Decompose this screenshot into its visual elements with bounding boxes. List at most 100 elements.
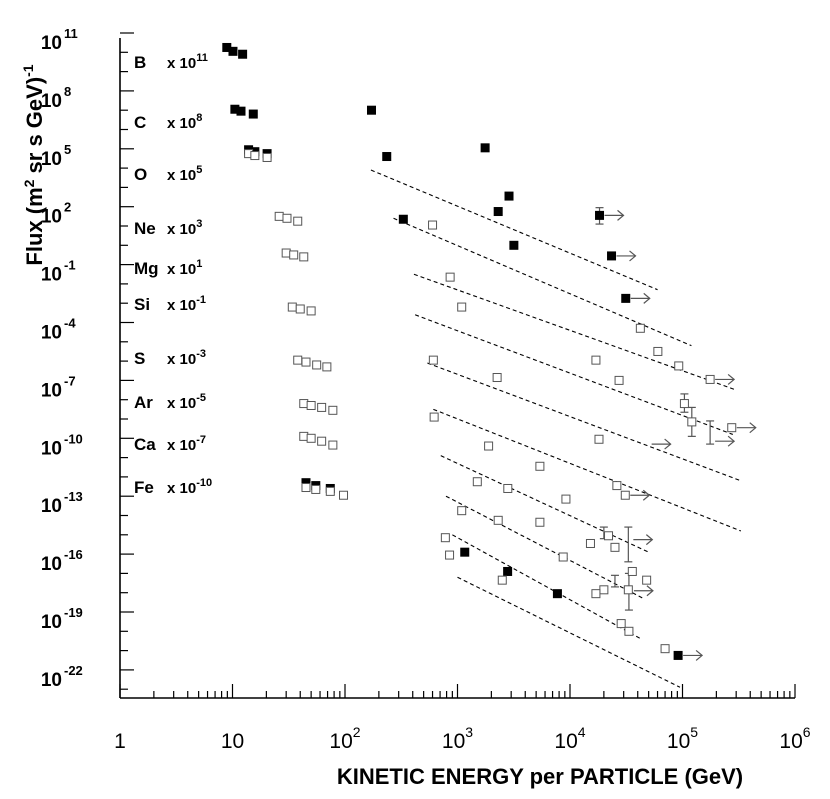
open-square-point — [687, 417, 697, 427]
y-tick-label: 10 — [41, 149, 62, 170]
filled-square-point — [493, 207, 503, 217]
filled-square-point — [621, 293, 631, 303]
species-scale: x 101 — [167, 258, 202, 278]
fit-line — [414, 314, 733, 435]
open-square-point — [293, 355, 303, 365]
open-square-point — [457, 506, 467, 516]
open-square-point — [311, 484, 321, 494]
species-name: O — [134, 165, 147, 184]
fit-line — [452, 534, 642, 640]
filled-square-point — [238, 49, 248, 59]
species-scale: x 10-1 — [167, 294, 206, 314]
filled-square-point — [248, 109, 258, 119]
y-tick-label: 10 — [41, 438, 62, 459]
y-tick-exponent: 2 — [64, 200, 71, 215]
open-square-point — [535, 461, 545, 471]
filled-square-point — [607, 251, 617, 261]
y-tick-label: 10 — [41, 207, 62, 228]
species-name: Ne — [134, 219, 156, 238]
filled-square-point — [382, 152, 392, 162]
x-axis-ticks: 1 10 102 103 104 105 106 — [114, 684, 811, 753]
filled-square-point — [236, 106, 246, 116]
open-square-point — [250, 151, 260, 161]
y-tick-exponent: 11 — [64, 26, 78, 41]
filled-square-point — [552, 589, 562, 599]
y-tick-label: 10 — [41, 33, 62, 54]
filled-square-point — [228, 46, 238, 56]
y-tick-label: 10 — [41, 670, 62, 691]
y-tick-exponent: -1 — [64, 258, 76, 273]
open-square-point — [660, 644, 670, 654]
open-square-point — [301, 357, 311, 367]
open-square-point — [493, 515, 503, 525]
fit-line — [433, 408, 742, 532]
y-tick-exponent: -16 — [64, 547, 83, 562]
limit-arrow-head — [646, 585, 654, 597]
open-square-point — [594, 434, 604, 444]
species-name: C — [134, 113, 146, 132]
limit-arrow-head — [617, 209, 625, 221]
open-square-point — [492, 373, 502, 383]
species-name: Ca — [134, 435, 156, 454]
open-square-point — [445, 272, 455, 282]
y-axis-title: Flux (m2 sr s GeV)-1 — [20, 64, 47, 265]
error-bars — [595, 207, 715, 611]
filled-square-point — [366, 105, 376, 115]
y-tick-exponent: -13 — [64, 489, 83, 504]
open-square-point — [599, 585, 609, 595]
species-scale: x 1011 — [167, 52, 208, 72]
open-square-point — [317, 436, 327, 446]
filled-square-point — [595, 210, 605, 220]
y-tick-exponent: -19 — [64, 605, 83, 620]
open-square-point — [312, 360, 322, 370]
open-square-point — [287, 302, 297, 312]
x-tick-label: 104 — [554, 724, 585, 753]
open-square-point — [306, 400, 316, 410]
fit-line — [370, 169, 658, 291]
fit-line — [413, 273, 737, 391]
species-name: Mg — [134, 259, 159, 278]
open-square-point — [306, 306, 316, 316]
open-square-point — [299, 399, 309, 409]
limit-arrow-head — [643, 292, 651, 304]
limit-arrow-head — [642, 489, 651, 501]
species-scale: x 105 — [167, 164, 202, 184]
filled-square-point — [509, 240, 519, 250]
limit-arrow-head — [629, 250, 637, 262]
open-square-point — [457, 302, 467, 312]
limit-arrow-head — [727, 435, 736, 447]
y-tick-label: 10 — [41, 323, 62, 344]
species-name: Si — [134, 295, 150, 314]
open-square-point — [612, 481, 622, 491]
y-tick-label: 10 — [41, 380, 62, 401]
species-scale: x 10-3 — [167, 348, 206, 368]
filled-square-point — [504, 191, 514, 201]
open-square-point — [620, 490, 630, 500]
filled-square-point — [398, 214, 408, 224]
filled-square-point — [673, 650, 683, 660]
open-square-point — [627, 566, 637, 576]
open-square-point — [484, 441, 494, 451]
open-square-point — [591, 589, 601, 599]
open-square-point — [328, 440, 338, 450]
open-square-point — [282, 213, 292, 223]
open-square-point — [679, 399, 689, 409]
limit-arrow-head — [645, 534, 654, 546]
species-name: Ar — [134, 393, 153, 412]
open-square-point — [604, 531, 614, 541]
open-square-point — [428, 220, 438, 230]
fit-lines — [370, 169, 742, 688]
y-tick-label: 10 — [41, 612, 62, 633]
open-square-point — [328, 405, 338, 415]
open-square-point — [616, 619, 626, 629]
open-square-point — [558, 552, 568, 562]
open-square-point — [642, 575, 652, 585]
open-square-point — [727, 423, 737, 433]
x-axis-title: KINETIC ENERGY per PARTICLE (GeV) — [337, 764, 743, 789]
x-tick-label: 105 — [667, 724, 698, 753]
fit-line — [457, 576, 681, 688]
open-square-point — [535, 517, 545, 527]
limit-arrow-head — [695, 649, 704, 661]
